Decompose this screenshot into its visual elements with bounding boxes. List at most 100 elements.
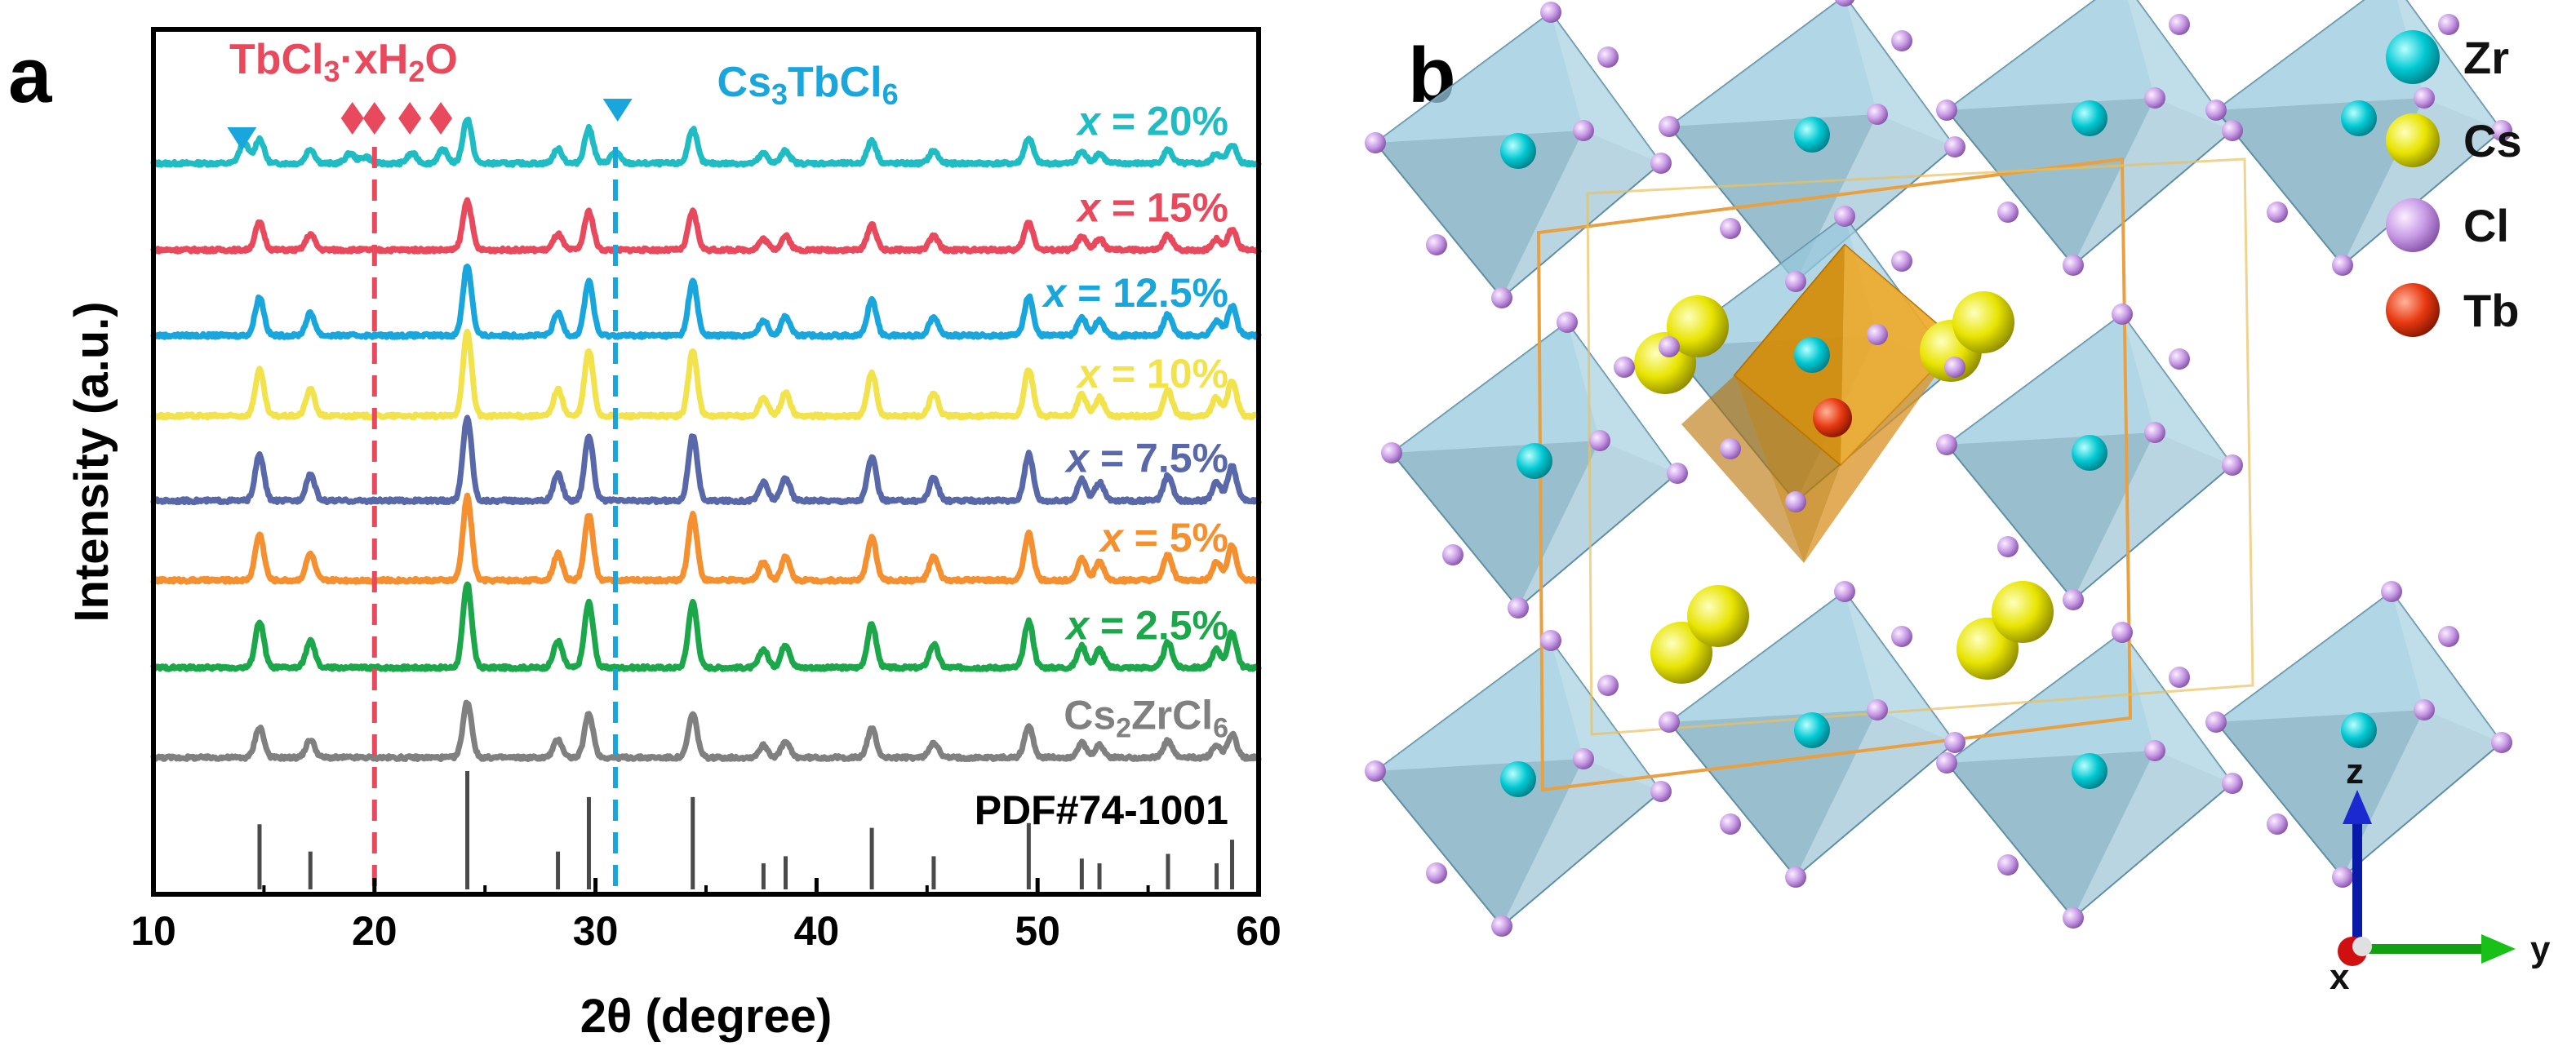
octahedron-face	[1669, 0, 1877, 126]
reference-label: PDF#74-1001	[975, 787, 1228, 833]
cl-atom	[1944, 136, 1965, 157]
octahedron-face	[1947, 751, 2155, 918]
cl-atom	[1650, 153, 1672, 174]
octahedron-face	[2216, 0, 2424, 110]
octahedron-face	[2216, 710, 2424, 877]
cl-atom	[1365, 760, 1386, 782]
cl-atom	[1540, 2, 1561, 23]
zr-atom	[1517, 443, 1552, 479]
cs-atom	[1687, 585, 1749, 647]
x-tick-label: 30	[573, 908, 619, 954]
cl-atom	[1491, 287, 1512, 308]
x-tick-label: 20	[352, 908, 398, 954]
svg-text:Tb: Tb	[2463, 285, 2519, 336]
x-axis-title: 2θ (degree)	[580, 990, 833, 1043]
svg-text:Cl: Cl	[2463, 200, 2509, 251]
xrd-trace-line	[150, 699, 1262, 762]
cl-atom	[1667, 463, 1688, 484]
cl-atom	[1944, 357, 1965, 378]
cl-atom	[1573, 120, 1594, 141]
legend-item-cl: Cl	[2386, 198, 2509, 252]
cl-atom	[1597, 675, 1619, 696]
cl-atom	[1659, 116, 1680, 137]
cl-atom	[1614, 357, 1635, 378]
series-label: x = 2.5%	[1064, 602, 1228, 648]
zr-atom	[2341, 100, 2377, 136]
cl-atom	[1997, 536, 2019, 557]
xrd-trace-line	[150, 197, 1262, 255]
xrd-trace-line	[150, 581, 1262, 672]
series-label: x = 7.5%	[1064, 436, 1228, 481]
octahedron-face	[1669, 710, 1877, 877]
cl-atom	[1597, 47, 1619, 68]
zr-atom	[2341, 712, 2377, 748]
cl-atom	[1891, 626, 1912, 647]
cs-atom	[1667, 295, 1729, 357]
cl-atom	[2438, 626, 2459, 647]
octahedron-face	[1947, 432, 2155, 600]
cl-atom	[2222, 120, 2243, 141]
cl-atom	[1508, 597, 1529, 618]
octahedron-face	[1947, 632, 2155, 763]
cl-atom	[1785, 491, 1806, 512]
zr-atom	[1794, 712, 1830, 748]
cl-atom	[1834, 581, 1855, 602]
cl-atom	[2112, 622, 2133, 643]
octahedron-face	[1845, 0, 1955, 147]
octahedron-face	[2122, 632, 2232, 783]
cl-atom	[2438, 14, 2459, 35]
cl-atom	[2332, 867, 2353, 888]
axis-x-label: x	[2330, 957, 2350, 997]
cl-atom	[1867, 104, 1888, 125]
phase-annotations: TbCl3·xH2O Cs3TbCl6	[227, 36, 899, 894]
diamond-marker	[340, 102, 364, 135]
cl-atom	[1540, 630, 1561, 651]
axis-z-label: z	[2346, 751, 2364, 791]
cl-atom	[1785, 271, 1806, 292]
cl-atom	[2112, 304, 2133, 325]
zr-atom	[1500, 761, 1536, 797]
octahedron-face	[1845, 592, 1955, 742]
octahedron-face	[1375, 12, 1583, 143]
cl-atom	[2169, 14, 2190, 35]
octahedron-face	[1392, 322, 1600, 453]
xrd-chart: a PDF#74-1001 TbCl3·xH2O Cs3TbCl6 x = 20%…	[8, 27, 1281, 1043]
cl-atom	[1867, 699, 1888, 720]
cl-atom	[1650, 781, 1672, 802]
cs-atoms	[1634, 291, 2054, 684]
cl-atom	[1720, 438, 1741, 459]
cl-atom	[1557, 312, 1578, 333]
cl-atom	[2414, 87, 2435, 109]
y-axis-title: Intensity (a.u.)	[65, 301, 118, 622]
xrd-trace-line	[150, 492, 1262, 585]
cl-atom	[1867, 324, 1888, 345]
cl-atoms	[1365, 0, 2512, 937]
phase-annotation-label: Cs3TbCl6	[717, 59, 899, 111]
octahedron-face	[1567, 322, 1677, 473]
cl-atom	[1785, 867, 1806, 888]
cl-atom	[1834, 206, 1855, 227]
cl-atom	[2491, 120, 2512, 141]
legend-item-cs: Cs	[2386, 113, 2522, 167]
cl-atom	[2267, 813, 2288, 835]
zr-atom	[2072, 753, 2107, 789]
octahedron-face	[2216, 98, 2424, 265]
cl-atom	[1426, 862, 1447, 884]
series-label: x = 12.5%	[1041, 270, 1228, 316]
zr-atom	[1500, 133, 1536, 169]
cl-atom	[2144, 87, 2165, 109]
zr-atom	[1794, 117, 1830, 153]
tb-atom	[1813, 398, 1852, 437]
cl-atom	[1936, 100, 1957, 121]
cl-atom	[1997, 202, 2019, 223]
cl-atom	[1944, 732, 1965, 753]
xrd-traces	[150, 116, 1262, 762]
zr-atoms	[1500, 100, 2377, 797]
legend-item-tb: Tb	[2386, 283, 2519, 337]
cl-atom	[1365, 132, 1386, 153]
series-label: x = 10%	[1075, 351, 1228, 397]
panel-a-letter: a	[8, 32, 52, 119]
cl-atom	[2144, 740, 2165, 761]
xrd-trace-line	[150, 264, 1262, 340]
cl-atom	[2491, 732, 2512, 753]
